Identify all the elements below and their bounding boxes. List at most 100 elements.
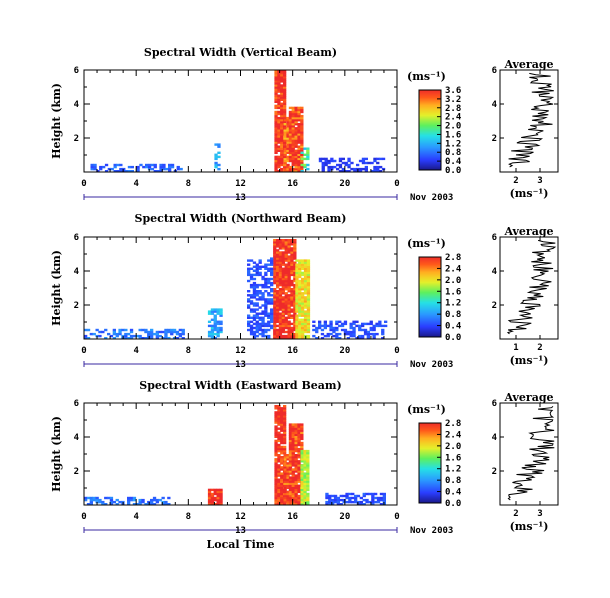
heatmap-cell xyxy=(283,484,287,487)
heatmap-cell xyxy=(287,249,291,252)
heatmap-cell xyxy=(273,277,277,281)
heatmap-cell xyxy=(277,431,281,434)
heatmap-cell xyxy=(294,163,298,167)
heatmap-cell xyxy=(318,157,323,161)
heatmap-cell xyxy=(288,167,293,171)
heatmap-cell xyxy=(290,281,294,285)
heatmap-cell xyxy=(213,324,217,328)
heatmap-cell xyxy=(361,324,365,328)
heatmap-cell xyxy=(358,159,363,163)
heatmap-cell xyxy=(264,308,268,311)
heatmap-cell xyxy=(216,492,220,496)
heatmap-cell xyxy=(278,337,283,340)
heatmap-cell xyxy=(267,281,271,285)
heatmap-cell xyxy=(109,334,114,338)
heatmap-cell xyxy=(274,472,278,475)
heatmap-cell xyxy=(281,326,285,330)
heatmap-cell xyxy=(303,314,308,317)
heatmap-cell xyxy=(210,498,215,502)
heatmap-cell xyxy=(95,496,99,500)
heatmap-cell xyxy=(159,167,163,171)
heatmap-cell xyxy=(306,294,311,297)
heatmap-cell xyxy=(277,486,281,489)
heatmap-cell xyxy=(156,170,160,173)
heatmap-cell xyxy=(273,337,277,340)
colorbar-tick-label: 3.2 xyxy=(445,95,461,105)
heatmap-cell xyxy=(124,328,128,332)
heatmap-cell xyxy=(278,328,283,332)
heatmap-cell xyxy=(155,337,159,340)
heatmap-cell xyxy=(300,464,304,467)
colorbar-swatch xyxy=(419,257,441,260)
heatmap-cell xyxy=(274,429,278,432)
heatmap-cell xyxy=(283,133,287,136)
heatmap-cell xyxy=(332,330,336,334)
heatmap-cell xyxy=(247,314,251,317)
heatmap-cell xyxy=(255,269,259,272)
heatmap-cell xyxy=(303,316,308,319)
average-x-tick-label: 1 xyxy=(513,343,518,353)
heatmap-cell xyxy=(287,255,291,258)
heatmap-cell xyxy=(144,503,148,506)
heatmap-cell xyxy=(379,492,384,496)
heatmap-cell xyxy=(274,490,278,494)
heatmap-cell xyxy=(297,153,301,156)
heatmap-cell xyxy=(291,110,295,114)
heatmap-cell xyxy=(274,492,278,496)
heatmap-cell xyxy=(274,407,278,410)
heatmap-cell xyxy=(293,312,297,315)
heatmap-cell xyxy=(277,157,281,161)
heatmap-cell xyxy=(300,114,304,118)
heatmap-cell xyxy=(318,324,322,328)
heatmap-cell xyxy=(287,239,291,242)
heatmap-cell xyxy=(255,304,259,307)
heatmap-cell xyxy=(270,294,274,297)
heatmap-cell xyxy=(261,277,265,281)
heatmap-cell xyxy=(107,167,111,171)
heatmap-cell xyxy=(267,263,271,266)
heatmap-cell xyxy=(297,123,301,126)
heatmap-cell xyxy=(306,494,310,498)
heatmap-cell xyxy=(303,490,307,494)
heatmap-cell xyxy=(344,163,348,167)
heatmap-cell xyxy=(277,437,281,441)
panel-1: Spectral Width (Vertical Beam)0 4 8 12 16 20 0… xyxy=(50,46,559,203)
colorbar-swatch xyxy=(419,441,441,444)
heatmap-cell xyxy=(300,466,304,469)
heatmap-cell xyxy=(281,257,285,260)
heatmap-cell xyxy=(335,334,339,338)
heatmap-cell xyxy=(284,308,288,311)
heatmap-cell xyxy=(283,456,287,459)
heatmap-cell xyxy=(280,145,284,148)
heatmap-cell xyxy=(287,326,291,330)
heatmap-cell xyxy=(287,263,291,266)
heatmap-cell xyxy=(352,330,356,334)
heatmap-cell xyxy=(288,137,293,140)
heatmap-cell xyxy=(278,294,283,297)
heatmap-cell xyxy=(291,139,295,142)
heatmap-cell xyxy=(280,417,284,420)
heatmap-cell xyxy=(306,449,310,453)
heatmap-cell xyxy=(255,314,259,317)
heatmap-cell xyxy=(335,332,339,336)
heatmap-cell xyxy=(295,330,299,334)
heatmap-cell xyxy=(294,486,298,489)
heatmap-cell xyxy=(284,318,288,321)
heatmap-cell xyxy=(116,163,120,167)
heatmap-cell xyxy=(294,131,298,134)
heatmap-cell xyxy=(207,492,212,496)
heatmap-cell xyxy=(294,474,298,477)
heatmap-cell xyxy=(274,78,278,81)
heatmap-cell xyxy=(303,265,308,268)
heatmap-cell xyxy=(276,259,280,262)
heatmap-cell xyxy=(303,273,308,277)
heatmap-cell xyxy=(278,320,283,323)
heatmap-cell xyxy=(284,300,288,303)
heatmap-cell xyxy=(298,308,302,311)
heatmap-cell xyxy=(294,441,298,445)
heatmap-cell xyxy=(297,470,301,473)
heatmap-cell xyxy=(291,468,295,471)
heatmap-cell xyxy=(249,275,254,279)
heatmap-cell xyxy=(216,322,220,326)
heatmap-cell xyxy=(288,488,293,492)
